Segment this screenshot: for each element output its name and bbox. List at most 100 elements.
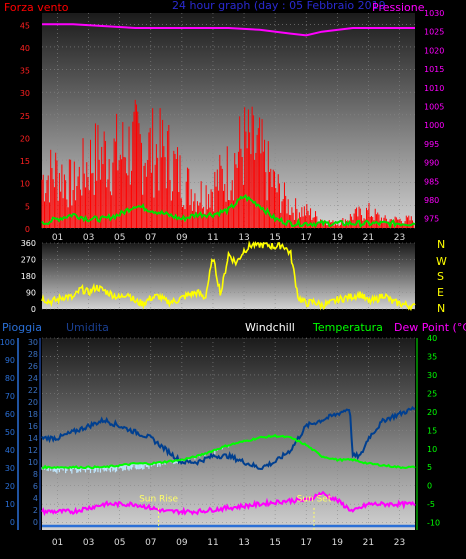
x-tick-label-top: 19	[332, 233, 344, 243]
x-tick-label-bottom: 07	[145, 538, 156, 548]
x-tick-label-top: 01	[52, 233, 63, 243]
direction-tick-label: 360	[21, 239, 36, 248]
rain-tick-label: 60	[5, 410, 15, 419]
compass-e: E	[437, 286, 444, 299]
pressure-tick-label: 1030	[424, 9, 444, 18]
temp-tick-label: 0	[427, 482, 432, 491]
pressure-tick-label: 1005	[424, 102, 444, 111]
pressure-tick-label: 1025	[424, 28, 444, 37]
panel-bottom-bg	[42, 338, 415, 530]
compass-w: W	[436, 255, 447, 268]
direction-tick-label: 90	[26, 289, 36, 298]
temp-tick-label: 30	[427, 371, 437, 380]
x-tick-label-top: 13	[238, 233, 249, 243]
dewpoint-line	[41, 490, 416, 517]
rain-tick-label: 10	[5, 500, 15, 509]
wind-avg-line	[41, 193, 416, 229]
wind-tick-label: 30	[20, 89, 30, 98]
pressure-tick-label: 975	[424, 215, 439, 224]
pressure-tick-label: 1000	[424, 121, 444, 130]
x-tick-label-bottom: 05	[114, 538, 125, 548]
wind-tick-label: 40	[20, 44, 30, 53]
pressure-tick-label: 1015	[424, 65, 444, 74]
wind-tick-label: 15	[20, 157, 30, 166]
direction-tick-label: 180	[21, 272, 36, 281]
humidity-tick-label: 16	[28, 422, 38, 431]
label-pioggia: Pioggia	[2, 321, 42, 334]
temp-tick-label: 10	[427, 445, 437, 454]
pressure-tick-label: 980	[424, 196, 439, 205]
direction-line	[41, 240, 416, 312]
temp-tick-label: 25	[427, 389, 437, 398]
wind-tick-label: 5	[25, 202, 30, 211]
humidity-line	[41, 405, 416, 471]
wind-tick-label: 0	[25, 225, 30, 234]
humidity-tick-label: 18	[28, 410, 38, 419]
x-tick-label-top: 07	[145, 233, 156, 243]
x-tick-label-top: 11	[207, 233, 218, 243]
rain-tick-label: 20	[5, 482, 15, 491]
x-tick-label-bottom: 09	[176, 538, 188, 548]
x-tick-label-bottom: 11	[207, 538, 218, 548]
temp-tick-label: -5	[427, 500, 435, 509]
humidity-tick-label: 22	[28, 386, 38, 395]
rain-tick-label: 40	[5, 446, 15, 455]
compass-n-bottom: N	[437, 302, 445, 315]
label-windchill: Windchill	[245, 321, 295, 334]
humidity-tick-label: 28	[28, 350, 38, 359]
header-wind-label: Forza vento	[4, 1, 69, 14]
rain-tick-label: 0	[10, 518, 15, 527]
label-dewpoint: Dew Point (°C)	[394, 321, 466, 334]
rain-tick-label: 30	[5, 464, 15, 473]
x-tick-label-bottom: 03	[83, 538, 94, 548]
label-temperatura: Temperatura	[312, 321, 383, 334]
x-tick-label-bottom: 19	[332, 538, 344, 548]
x-tick-label-top: 21	[363, 233, 374, 243]
x-tick-label-bottom: 01	[52, 538, 63, 548]
humidity-tick-label: 26	[28, 362, 38, 371]
sunrise-label: Sun Rise	[139, 495, 178, 505]
rain-tick-label: 70	[5, 392, 15, 401]
pressure-line	[42, 23, 415, 37]
humidity-tick-label: 14	[28, 434, 38, 443]
header-pressure-label: Pressione	[372, 1, 425, 14]
wind-tick-label: 20	[20, 134, 30, 143]
pressure-tick-label: 990	[424, 159, 439, 168]
humidity-tick-label: 30	[28, 338, 38, 347]
direction-tick-label: 0	[31, 305, 36, 314]
windchill-bars	[41, 445, 230, 474]
humidity-tick-label: 12	[28, 446, 38, 455]
x-tick-label-top: 09	[176, 233, 188, 243]
rain-tick-label: 90	[5, 356, 15, 365]
temp-tick-label: 20	[427, 408, 437, 417]
x-tick-label-top: 15	[269, 233, 280, 243]
humidity-tick-label: 2	[33, 506, 38, 515]
wind-tick-label: 25	[20, 112, 30, 121]
pressure-tick-label: 1010	[424, 84, 444, 93]
x-tick-label-top: 23	[394, 233, 405, 243]
x-tick-label-bottom: 17	[300, 538, 311, 548]
humidity-tick-label: 4	[33, 494, 38, 503]
x-tick-label-top: 03	[83, 233, 94, 243]
x-tick-label-top: 17	[300, 233, 311, 243]
sunset-label: Sun Set	[297, 495, 332, 505]
label-umidita: Umidita	[66, 321, 109, 334]
humidity-tick-label: 8	[33, 470, 38, 479]
compass-n-top: N	[437, 238, 445, 251]
humidity-tick-label: 20	[28, 398, 38, 407]
pressure-tick-label: 995	[424, 140, 439, 149]
compass-s: S	[437, 270, 444, 283]
humidity-tick-label: 6	[33, 482, 38, 491]
wind-tick-label: 35	[20, 67, 30, 76]
humidity-tick-label: 10	[28, 458, 38, 467]
temperature-line	[41, 433, 416, 470]
pressure-tick-label: 1020	[424, 46, 444, 55]
temp-tick-label: 5	[427, 463, 432, 472]
humidity-tick-label: 24	[28, 374, 38, 383]
rain-tick-label: 80	[5, 374, 15, 383]
temp-tick-label: -10	[427, 519, 440, 528]
x-tick-label-bottom: 23	[394, 538, 405, 548]
direction-tick-label: 270	[21, 256, 36, 265]
rain-tick-label: 100	[0, 338, 15, 347]
